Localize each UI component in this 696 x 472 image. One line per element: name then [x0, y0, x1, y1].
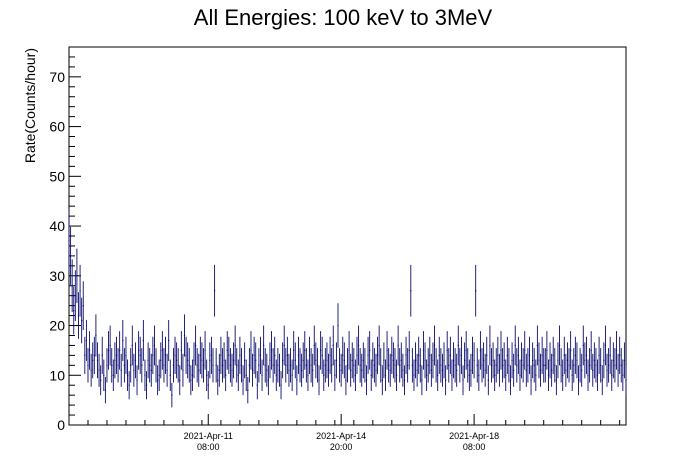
x-tick-label-time: 08:00 [463, 442, 486, 452]
y-tick-label: 20 [49, 318, 65, 334]
y-tick-label: 30 [49, 268, 65, 284]
x-tick-label-date: 2021-Apr-18 [449, 431, 499, 441]
y-axis: 0 10 20 30 40 50 60 70 [49, 46, 81, 433]
y-tick-label: 10 [49, 367, 65, 383]
chart-title: All Energies: 100 keV to 3MeV [194, 5, 493, 30]
x-tick-label-time: 08:00 [197, 442, 220, 452]
x-tick-label-date: 2021-Apr-11 [184, 431, 233, 441]
x-tick-label-time: 20:00 [330, 442, 353, 452]
y-tick-label: 50 [49, 168, 65, 184]
y-tick-label: 0 [57, 417, 65, 433]
y-axis-label: Rate(Counts/hour) [22, 48, 38, 163]
y-tick-label: 70 [49, 69, 65, 85]
y-tick-label: 60 [49, 119, 65, 135]
y-tick-label: 40 [49, 218, 65, 234]
x-axis: 2021-Apr-1108:002021-Apr-1420:002021-Apr… [68, 414, 621, 452]
x-tick-label-date: 2021-Apr-14 [316, 431, 366, 441]
data-layer [68, 210, 627, 408]
